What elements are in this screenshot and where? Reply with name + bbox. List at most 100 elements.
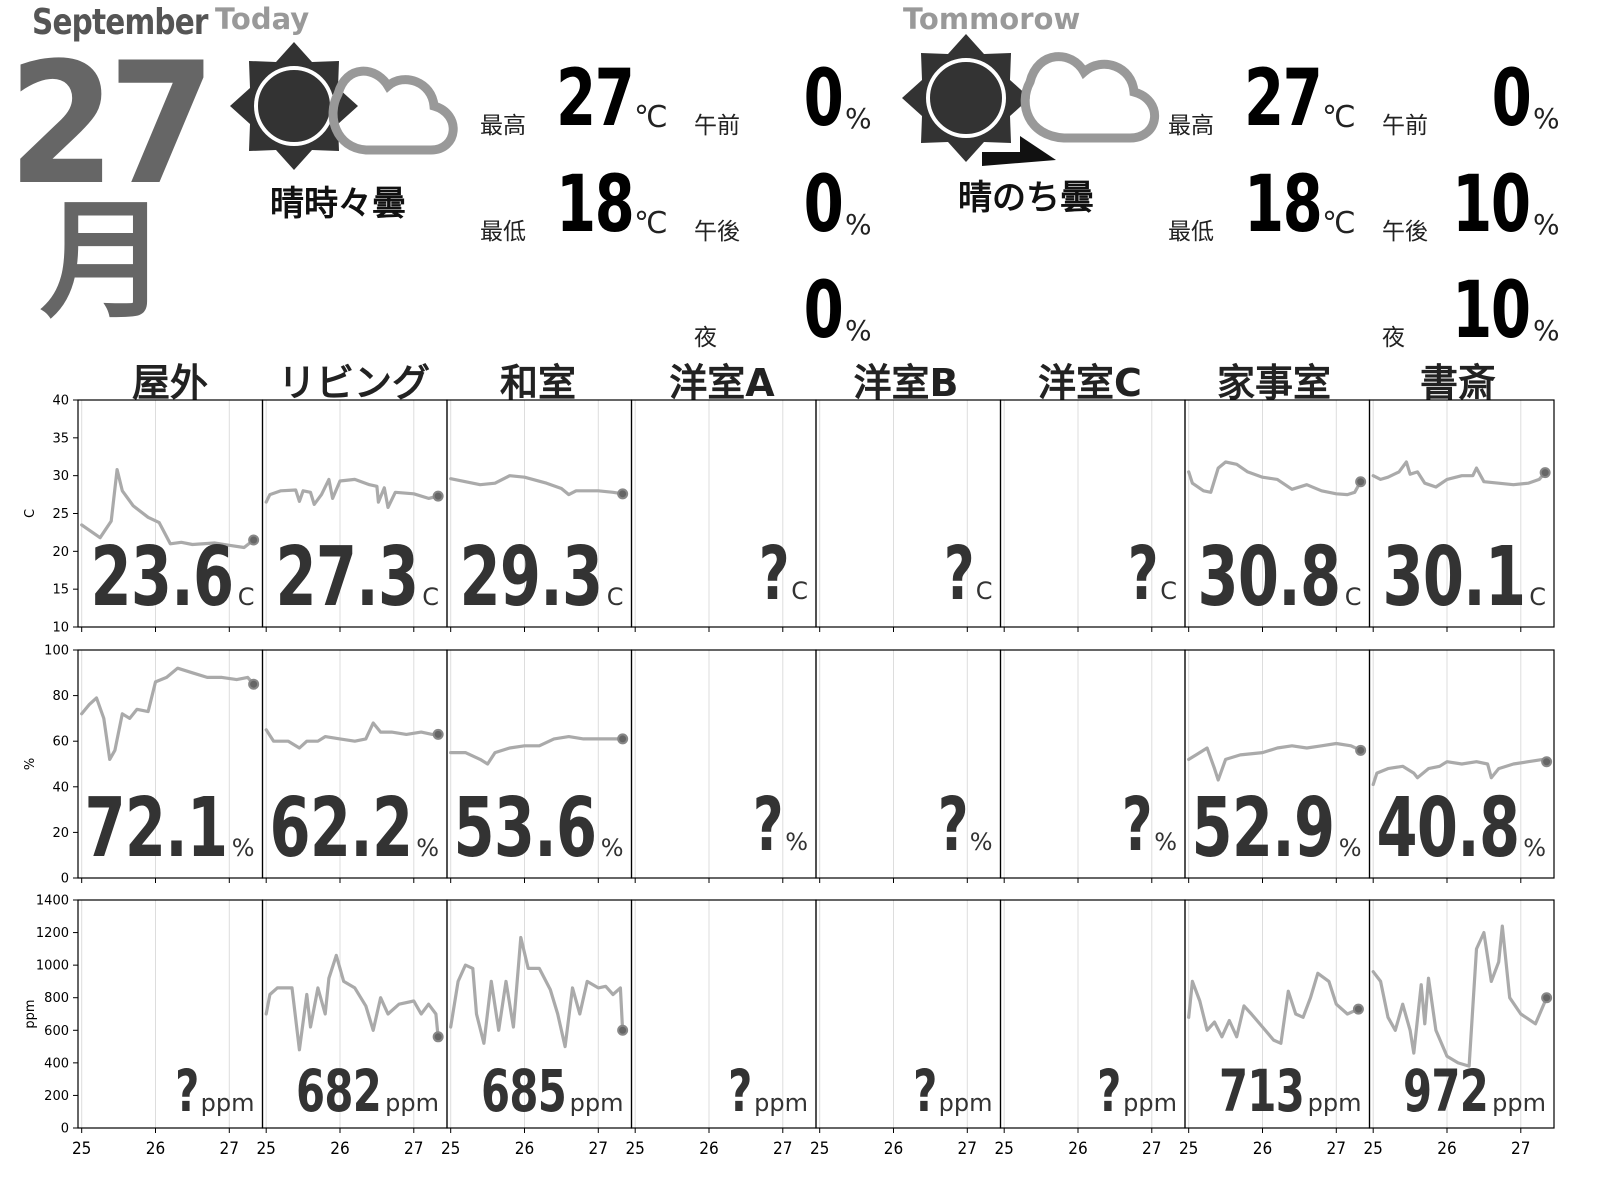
humidity-panel-western-c-readout: ?%: [1110, 788, 1177, 862]
co2-panel-outdoor-readout-value: ?: [175, 1057, 199, 1125]
co2-ylabel: ppm: [23, 999, 38, 1028]
co2-panel-western-b-readout-unit: ppm: [938, 1089, 993, 1117]
co2-panel-washitsu-xtick-label: 25: [441, 1139, 460, 1159]
tomorrow-rain-night-unit: %: [1533, 314, 1560, 347]
co2-panel-washitsu-readout-unit: ppm: [569, 1089, 624, 1117]
today-high-unit: ℃: [634, 100, 668, 135]
humidity-panel-study-readout: 40.8%: [1321, 788, 1546, 870]
co2-ytick-label: 400: [44, 1056, 69, 1071]
today-rain-am-label: 午前: [694, 113, 740, 139]
room-header-western-c: 洋室C: [1038, 361, 1142, 405]
co2-panel-western-b-readout-value: ?: [913, 1057, 937, 1125]
humidity-panel-western-c-readout-unit: %: [1154, 828, 1177, 856]
temperature-ytick-label: 20: [52, 545, 69, 560]
temperature-panel-washitsu-series-line: [449, 474, 625, 497]
temperature-ytick-label: 40: [52, 394, 69, 409]
room-header-western-b: 洋室B: [853, 361, 959, 405]
humidity-panel-western-b-readout: ?%: [926, 788, 992, 862]
co2-ytick-label: 200: [44, 1089, 69, 1104]
temperature-panel-western-b-readout-value: ?: [943, 531, 975, 617]
co2-panel-outdoor-xtick-label: 26: [146, 1139, 165, 1159]
humidity-panel-washitsu-readout-unit: %: [600, 834, 624, 862]
temperature-panel-utility-latest-point: [1355, 476, 1367, 488]
co2-panel-study-readout: 972 ppm: [1370, 1062, 1546, 1120]
co2-panel-living-latest-point: [432, 1031, 444, 1043]
co2-panel-western-a-readout-unit: ppm: [754, 1089, 808, 1117]
co2-panel-utility-readout-unit: ppm: [1307, 1089, 1362, 1117]
tomorrow-low-unit: ℃: [1322, 206, 1356, 241]
tomorrow-high-temp: 27: [1244, 54, 1323, 144]
tomorrow-rain-pm-value: 10: [1452, 160, 1532, 250]
today-high-label: 最高: [480, 113, 526, 139]
co2-panel-western-b-readout: ?ppm: [904, 1057, 993, 1125]
co2-panel-study-latest-point: [1541, 992, 1553, 1004]
temperature-panel-western-b-readout: ?C: [932, 537, 993, 611]
temperature-panel-utility-readout-unit: C: [1344, 583, 1362, 611]
temperature-panel-western-a-readout-value: ?: [759, 531, 790, 617]
temperature-panel-study-series-line: [1371, 460, 1547, 489]
co2-panel-western-c-readout-unit: ppm: [1123, 1089, 1177, 1117]
co2-panel-utility-latest-point: [1352, 1003, 1364, 1015]
temperature-panel-study-readout-unit: C: [1529, 583, 1546, 611]
humidity-panel-study-readout-unit: %: [1523, 834, 1546, 862]
temperature-panel-study-frame: [1368, 399, 1555, 628]
humidity-panel-western-a-readout: ?%: [741, 788, 808, 862]
co2-panel-outdoor-xtick-label: 27: [220, 1139, 239, 1159]
month-japanese: 月: [40, 187, 169, 336]
co2-panel-outdoor-readout: ?ppm: [166, 1057, 254, 1125]
co2-panel-western-c-xtick-label: 27: [1142, 1139, 1161, 1159]
co2-ytick-label: 600: [44, 1024, 69, 1039]
co2-panel-washitsu-xtick-label: 26: [515, 1139, 534, 1159]
co2-panel-western-b-xtick-label: 27: [958, 1139, 977, 1159]
co2-panel-western-a-xtick-label: 26: [699, 1139, 718, 1159]
temperature-panel-study-latest-point: [1539, 467, 1551, 479]
tomorrow-rain-am-unit: %: [1533, 102, 1560, 135]
day-number: 27: [8, 26, 216, 222]
today-rain-night-label: 夜: [694, 325, 717, 351]
humidity-ytick-label: 80: [52, 689, 69, 704]
temperature-panel-washitsu-readout: 29.3 C: [404, 537, 624, 619]
temperature-ylabel: C: [23, 509, 38, 518]
temperature-panel-living-series-line: [264, 477, 440, 509]
humidity-panel-washitsu-series-line: [449, 735, 625, 766]
humidity-panel-living-series-line: [264, 721, 440, 750]
humidity-panel-utility-latest-point: [1355, 744, 1367, 756]
today-weather-text: 晴時々曇: [270, 184, 406, 224]
humidity-panel-study-series-line: [1371, 757, 1549, 787]
co2-panel-western-c-xtick-label: 25: [994, 1139, 1013, 1159]
temperature-panel-western-a-readout: ?C: [747, 537, 808, 611]
today-rain-night-value: 0: [803, 266, 843, 356]
temperature-ytick-label: 30: [52, 469, 69, 484]
today-rain-pm-unit: %: [845, 208, 872, 241]
temperature-panel-western-c-readout-unit: C: [1160, 577, 1177, 605]
tomorrow-rain-night-label: 夜: [1382, 325, 1405, 351]
co2-ytick-label: 1000: [36, 959, 69, 974]
today-rain-pm-label: 午後: [694, 219, 740, 245]
temperature-panel-living-readout-value: 27.3: [275, 530, 419, 625]
co2-panel-study-xtick-label: 25: [1363, 1139, 1382, 1159]
co2-panel-washitsu-readout-value: 685: [480, 1057, 567, 1125]
today-label: Today: [215, 2, 310, 36]
co2-panel-western-b-xtick-label: 26: [884, 1139, 903, 1159]
today-low-label: 最低: [480, 219, 526, 245]
humidity-panel-utility-readout-value: 52.9: [1191, 781, 1336, 876]
temperature-panel-outdoor-readout: 23.6 C: [35, 537, 255, 619]
room-header-study: 書斎: [1419, 361, 1496, 405]
humidity-panel-living-readout-value: 62.2: [269, 781, 413, 876]
temperature-panel-living-readout: 27.3 C: [220, 537, 439, 619]
tomorrow-weather-text: 晴のち曇: [958, 178, 1094, 218]
temperature-panel-outdoor-series-line: [80, 468, 256, 550]
co2-panel-utility-xtick-label: 27: [1327, 1139, 1346, 1159]
temperature-panel-washitsu-readout-unit: C: [606, 583, 624, 611]
temperature-ytick-label: 25: [52, 507, 69, 522]
co2-panel-utility-xtick-label: 25: [1179, 1139, 1198, 1159]
co2-panel-washitsu-readout: 685 ppm: [448, 1062, 624, 1120]
co2-panel-living-xtick-label: 26: [330, 1139, 349, 1159]
co2-ytick-label: 1200: [36, 926, 69, 941]
humidity-panel-utility-readout: 52.9%: [1136, 781, 1362, 876]
co2-panel-study-xtick-label: 26: [1437, 1139, 1456, 1159]
tomorrow-rain-night-value: 10: [1452, 266, 1532, 356]
humidity-ylabel: %: [23, 758, 38, 770]
temperature-ytick-label: 10: [52, 621, 69, 636]
tomorrow-low-temp: 18: [1244, 160, 1323, 250]
